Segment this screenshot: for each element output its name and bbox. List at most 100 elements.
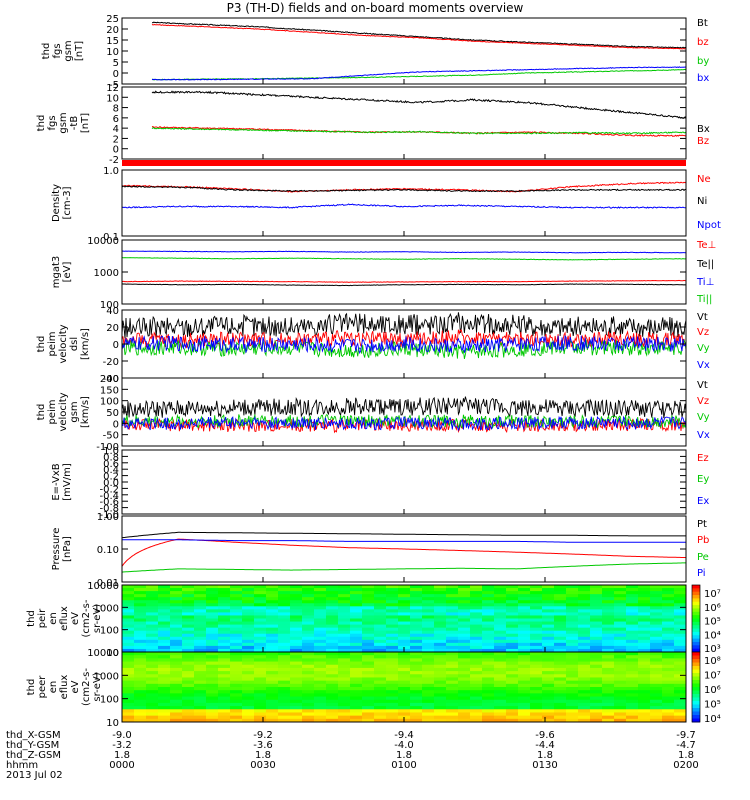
heatmap-cell: [266, 648, 279, 653]
heatmap-cell: [230, 712, 243, 717]
heatmap-cell: [662, 706, 675, 710]
heatmap-cell: [218, 709, 231, 713]
heatmap-cell: [614, 718, 627, 723]
heatmap-cell: [578, 706, 591, 710]
heatmap-cell: [194, 591, 207, 595]
heatmap-cell: [470, 618, 483, 623]
heatmap-cell: [446, 621, 459, 626]
heatmap-cell: [650, 702, 663, 707]
heatmap-cell: [674, 674, 687, 678]
heatmap-cell: [326, 674, 339, 678]
colorbar-tick-label: 10⁶: [704, 685, 721, 696]
heatmap-cell: [206, 693, 219, 698]
heatmap-cell: [326, 667, 339, 672]
heatmap-cell: [470, 624, 483, 629]
heatmap-cell: [350, 603, 363, 607]
heatmap-cell: [458, 603, 471, 607]
heatmap-cell: [242, 712, 255, 717]
heatmap-cell: [206, 594, 219, 598]
heatmap-cell: [410, 661, 423, 666]
heatmap-cell: [494, 612, 507, 616]
heatmap-cell: [482, 680, 495, 685]
heatmap-cell: [278, 680, 291, 685]
heatmap-cell: [146, 633, 159, 638]
heatmap-cell: [266, 594, 279, 598]
heatmap-cell: [662, 642, 675, 647]
heatmap-cell: [434, 615, 447, 619]
heatmap-cell: [434, 612, 447, 616]
heatmap-cell: [134, 709, 147, 713]
heatmap-cell: [410, 674, 423, 678]
heatmap-cell: [674, 606, 687, 610]
heatmap-cell: [362, 687, 375, 691]
heatmap-cell: [566, 621, 579, 626]
heatmap-cell: [458, 588, 471, 592]
heatmap-cell: [290, 706, 303, 710]
heatmap-cell: [638, 585, 651, 589]
heatmap-cell: [398, 588, 411, 592]
heatmap-cell: [194, 609, 207, 613]
heatmap-cell: [422, 693, 435, 698]
heatmap-cell: [230, 690, 243, 694]
heatmap-cell: [458, 702, 471, 707]
series-line: [152, 68, 687, 81]
heatmap-cell: [578, 709, 591, 713]
heatmap-cell: [254, 615, 267, 619]
heatmap-cell: [506, 585, 519, 589]
heatmap-cell: [494, 687, 507, 691]
heatmap-cell: [554, 645, 567, 650]
heatmap-cell: [218, 677, 231, 682]
heatmap-cell: [578, 664, 591, 669]
heatmap-cell: [182, 585, 195, 589]
heatmap-cell: [494, 718, 507, 723]
heatmap-cell: [338, 667, 351, 672]
heatmap-cell: [542, 636, 555, 641]
heatmap-cell: [230, 677, 243, 682]
heatmap-cell: [362, 712, 375, 717]
heatmap-cell: [542, 718, 555, 723]
heatmap-cell: [650, 687, 663, 691]
heatmap-cell: [134, 606, 147, 610]
heatmap-cell: [530, 658, 543, 663]
heatmap-cell: [434, 712, 447, 717]
heatmap-cell: [206, 618, 219, 623]
ytick-label: 100: [100, 397, 119, 408]
heatmap-cell: [266, 687, 279, 691]
heatmap-cell: [590, 683, 603, 688]
heatmap-cell: [134, 677, 147, 682]
heatmap-cell: [134, 690, 147, 694]
heatmap-cell: [626, 702, 639, 707]
heatmap-cell: [230, 687, 243, 691]
heatmap-cell: [398, 621, 411, 626]
heatmap-cell: [626, 674, 639, 678]
ytick-label: 1.0: [103, 166, 119, 177]
heatmap-cell: [506, 612, 519, 616]
colorbar-step: [692, 615, 700, 619]
heatmap-cell: [194, 597, 207, 601]
heatmap-cell: [254, 712, 267, 717]
heatmap-cell: [326, 627, 339, 632]
heatmap-cell: [614, 636, 627, 641]
heatmap-cell: [194, 667, 207, 672]
heatmap-cell: [662, 677, 675, 682]
ytick-label: 100: [100, 300, 119, 311]
heatmap-cell: [626, 636, 639, 641]
heatmap-cell: [230, 618, 243, 623]
heatmap-cell: [158, 588, 171, 592]
heatmap-cell: [302, 699, 315, 704]
heatmap-cell: [650, 636, 663, 641]
heatmap-cell: [386, 603, 399, 607]
heatmap-cell: [662, 664, 675, 669]
heatmap-cell: [242, 588, 255, 592]
heatmap-cell: [470, 621, 483, 626]
heatmap-cell: [458, 597, 471, 601]
heatmap-cell: [614, 594, 627, 598]
heatmap-cell: [362, 630, 375, 635]
heatmap-cell: [194, 712, 207, 717]
colorbar-step: [692, 648, 700, 653]
heatmap-cell: [506, 597, 519, 601]
colorbar-step: [692, 618, 700, 623]
heatmap-cell: [182, 597, 195, 601]
heatmap-cell: [578, 627, 591, 632]
heatmap-cell: [614, 642, 627, 647]
